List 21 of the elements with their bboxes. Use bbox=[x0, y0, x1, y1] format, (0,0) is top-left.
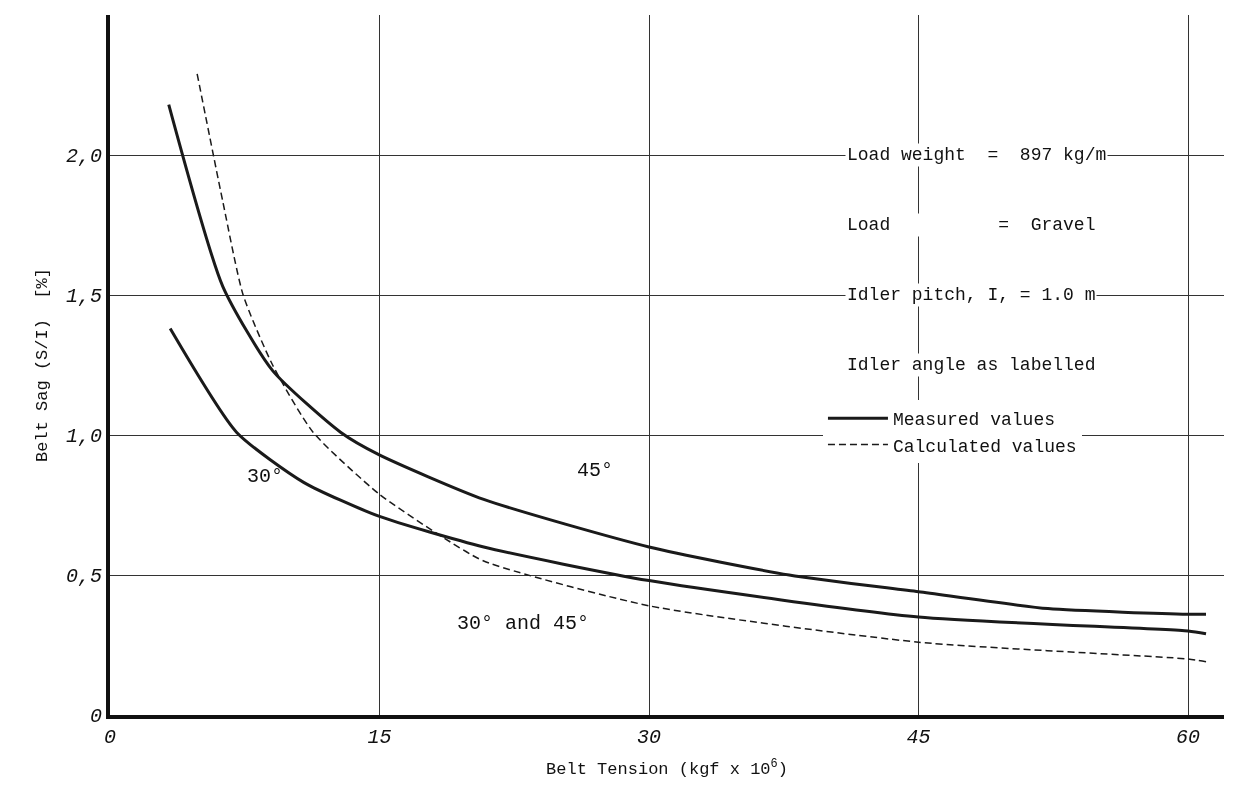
x-axis-title: Belt Tension (kgf x 10$^{6}$) bbox=[546, 756, 788, 779]
y-tick-label: 0 bbox=[89, 705, 102, 728]
x-tick-label: 45 bbox=[906, 726, 931, 749]
annotation: 30° bbox=[247, 465, 284, 488]
annotation: 30° and 45° bbox=[457, 612, 590, 635]
y-axis-title: Belt Sag (S/I) [%] bbox=[33, 268, 53, 462]
annotation: Idler angle as labelled bbox=[847, 355, 1096, 375]
y-tick-label: 0,5 bbox=[65, 565, 102, 588]
x-tick-label: 0 bbox=[103, 726, 117, 749]
annotation: Load weight = 897 kg/m bbox=[847, 145, 1107, 165]
annotation: Load = Gravel bbox=[847, 215, 1096, 235]
x-tick-label: 30 bbox=[637, 726, 662, 749]
x-tick-label: 60 bbox=[1176, 726, 1201, 749]
y-tick-label: 1,0 bbox=[65, 425, 102, 448]
y-tick-label: 2,0 bbox=[65, 145, 102, 168]
y-tick-label: 1,5 bbox=[65, 285, 102, 308]
annotation: 45° bbox=[577, 459, 614, 482]
legend-label: Calculated values bbox=[892, 436, 1077, 457]
x-tick-label: 15 bbox=[367, 726, 392, 749]
legend-label: Measured values bbox=[892, 410, 1055, 431]
annotation: Idler pitch, I, = 1.0 m bbox=[847, 285, 1096, 305]
